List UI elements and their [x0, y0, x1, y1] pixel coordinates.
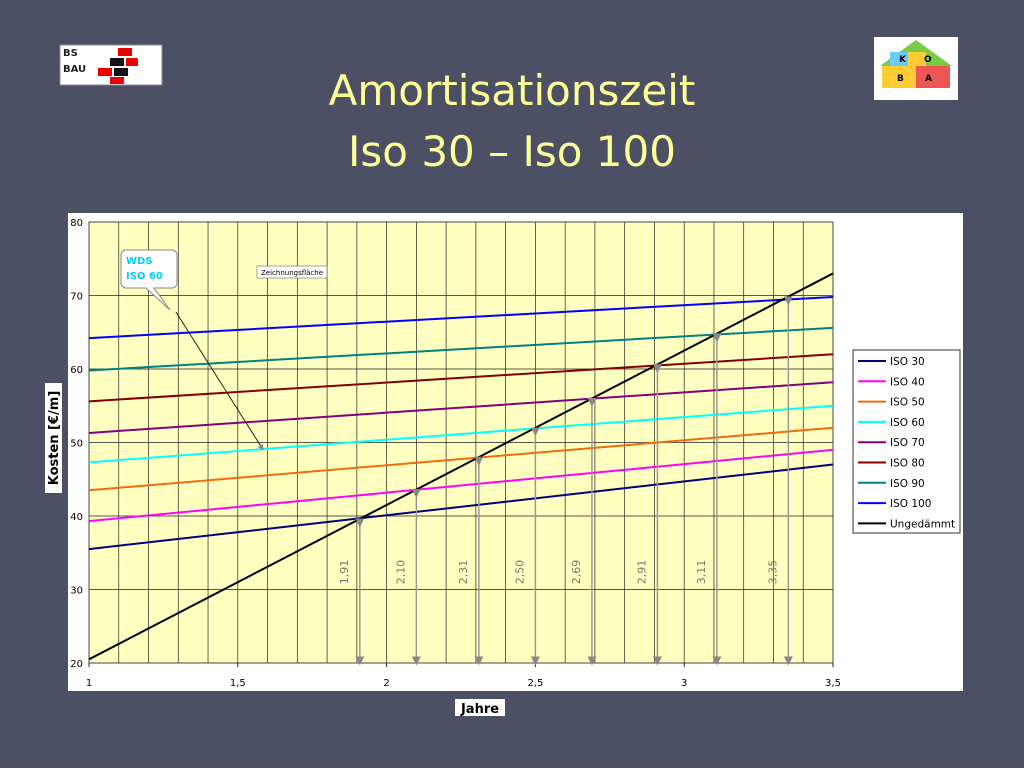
y-tick-label: 20: [70, 659, 83, 670]
y-tick-label: 70: [70, 292, 83, 303]
legend-label: ISO 50: [890, 397, 925, 409]
y-axis-label: Kosten [€/m]: [47, 391, 62, 486]
callout-text: WDS: [126, 256, 153, 267]
amortisation-label: 1,91: [338, 560, 351, 585]
legend-label: ISO 90: [890, 478, 925, 490]
logo-left: BS BAU: [59, 44, 163, 86]
legend-label: ISO 60: [890, 417, 925, 429]
legend-label: ISO 100: [890, 498, 931, 510]
logo-text: BS: [63, 48, 78, 59]
legend-label: Ungedämmt: [890, 518, 955, 530]
logo-text: BAU: [63, 64, 86, 75]
legend-label: ISO 70: [890, 437, 925, 449]
y-tick-label: 30: [70, 586, 83, 597]
logo-text: A: [925, 74, 932, 84]
y-tick-label: 80: [70, 218, 83, 229]
amortisation-label: 2,31: [457, 560, 470, 585]
series-line: [88, 272, 834, 661]
logo-text: B: [897, 74, 904, 84]
axis-label-box: [455, 699, 505, 716]
amortisation-label: 2,69: [570, 560, 583, 585]
y-tick-label: 60: [70, 365, 83, 376]
logo-text: K: [899, 55, 907, 65]
tag-box: [256, 265, 328, 279]
amortisation-label: 2,91: [635, 560, 648, 585]
amortisation-label: 2,50: [513, 560, 526, 585]
callout-text: ISO 60: [126, 271, 163, 282]
x-tick-label: 2: [383, 678, 389, 689]
tag: Zeichnungsfläche: [261, 269, 323, 277]
x-tick-label: 3,5: [825, 678, 841, 689]
plot-border: [88, 221, 834, 664]
amortisation-label: 3,11: [695, 560, 708, 585]
y-tick-label: 40: [70, 512, 83, 523]
callout-arrow: [175, 311, 264, 451]
x-tick-label: 2,5: [527, 678, 543, 689]
series-line: [88, 353, 834, 403]
series-line: [88, 404, 834, 464]
series-line: [88, 448, 834, 523]
legend-label: ISO 80: [890, 458, 925, 470]
series-line: [88, 295, 834, 340]
title: Iso 30 – Iso 100: [348, 127, 676, 176]
logo-right: K O B A: [874, 37, 958, 100]
legend-label: ISO 40: [890, 376, 925, 388]
series-line: [88, 326, 834, 372]
x-tick-label: 1: [86, 678, 92, 689]
y-tick-label: 50: [70, 439, 83, 450]
amortisation-label: 2,10: [394, 560, 407, 585]
series-line: [88, 463, 834, 551]
axis-label-box: [45, 383, 62, 493]
legend-label: ISO 30: [890, 356, 925, 368]
x-tick-label: 1,5: [230, 678, 246, 689]
logo-text: O: [924, 55, 932, 65]
callout: [120, 249, 178, 311]
amortisation-label: 3,35: [766, 560, 779, 585]
x-axis-label: Jahre: [460, 702, 499, 717]
series-line: [88, 426, 834, 492]
title: Amortisationszeit: [329, 66, 696, 115]
x-tick-label: 3: [681, 678, 687, 689]
series-line: [88, 381, 834, 434]
